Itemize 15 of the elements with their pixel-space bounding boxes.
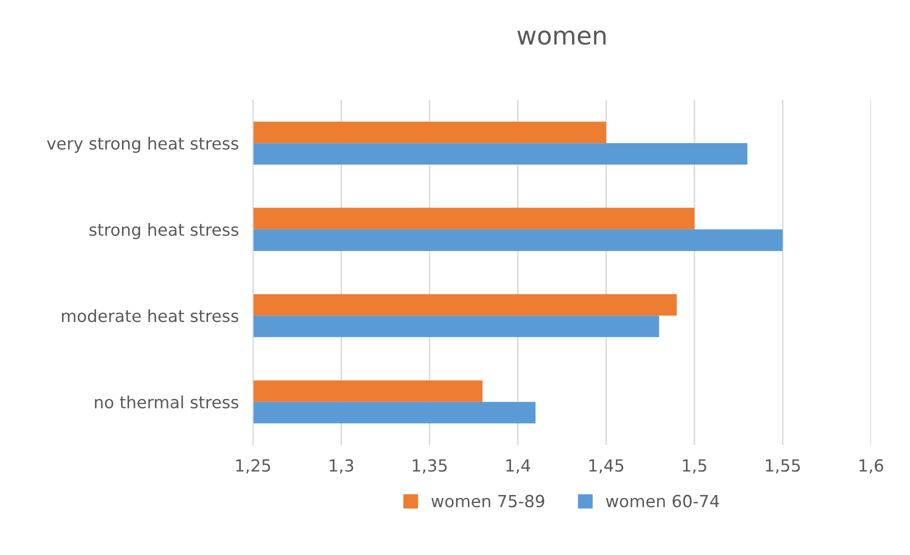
y-tick-label: moderate heat stress <box>62 309 238 322</box>
y-tick-label: strong heat stress <box>90 223 238 240</box>
legend-label: women 75-89 <box>431 494 544 508</box>
y-tick-label: very strong heat stress <box>46 136 238 153</box>
x-tick-label: 1,4 <box>506 459 530 474</box>
x-tick-label: 1,35 <box>412 459 447 474</box>
x-tick-label: 1,5 <box>683 459 706 474</box>
x-tick-label: 1,6 <box>860 459 884 474</box>
x-tick-label: 1,45 <box>589 459 624 474</box>
chart-title: women <box>517 30 606 45</box>
x-tick-label: 1,25 <box>236 459 270 474</box>
x-tick-label: 1,55 <box>766 459 800 474</box>
y-tick-label: no thermal stress <box>94 396 238 408</box>
x-tick-label: 1,3 <box>330 459 354 474</box>
legend-label: women 60-74 <box>606 494 720 508</box>
